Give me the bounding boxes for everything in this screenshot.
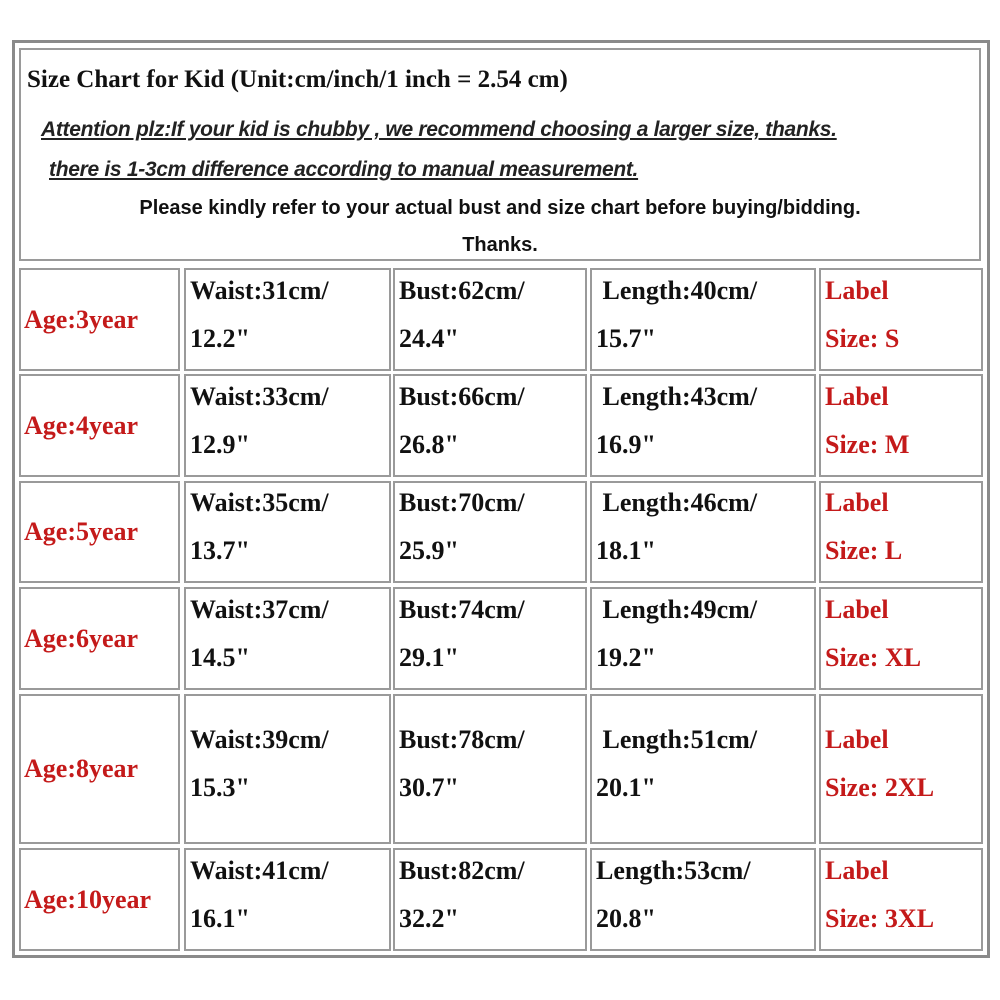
bust-cell: Bust:78cm/30.7" [393, 694, 587, 844]
size-text: Size: L [825, 536, 903, 565]
length-inch: 19.2" [596, 642, 656, 672]
size-chart-table: Size Chart for Kid (Unit:cm/inch/1 inch … [12, 40, 990, 958]
waist-inch: 14.5" [190, 642, 250, 672]
age-text: Age:6year [24, 623, 139, 653]
table-row: Age:6year Waist:37cm/14.5" Bust:74cm/29.1"… [19, 587, 983, 690]
age-text: Age:4year [24, 410, 139, 440]
length-cell: Length:43cm/16.9" [590, 374, 816, 477]
label-size-cell: Label Size: XL [819, 587, 983, 690]
size-text: Size: M [825, 429, 910, 459]
length-cm: Length:46cm/ [596, 488, 758, 517]
length-cell: Length:46cm/18.1" [590, 481, 816, 583]
label-size-cell: Label Size: 3XL [819, 848, 983, 951]
bust-cell: Bust:66cm/26.8" [393, 374, 587, 477]
waist-cm: Waist:31cm/ [190, 275, 329, 305]
label-size-cell: Label Size: M [819, 374, 983, 477]
label-size-cell: Label Size: 2XL [819, 694, 983, 844]
bust-cm: Bust:78cm/ [399, 725, 525, 754]
bust-inch: 24.4" [399, 323, 459, 353]
waist-inch: 12.2" [190, 323, 250, 353]
bust-cm: Bust:74cm/ [399, 594, 525, 624]
note-line-1: Please kindly refer to your actual bust … [139, 197, 861, 219]
size-text: Size: S [825, 323, 900, 353]
waist-cm: Waist:33cm/ [190, 381, 329, 411]
waist-cell: Waist:39cm/15.3" [184, 694, 391, 844]
length-cm: Length:40cm/ [596, 275, 758, 305]
waist-cell: Waist:33cm/12.9" [184, 374, 391, 477]
bust-cm: Bust:82cm/ [399, 855, 525, 885]
size-text: Size: 2XL [825, 773, 935, 802]
bust-inch: 29.1" [399, 642, 459, 672]
bust-cell: Bust:82cm/32.2" [393, 848, 587, 951]
label-text: Label [825, 855, 889, 885]
length-inch: 18.1" [596, 536, 656, 565]
age-cell: Age:5year [19, 481, 180, 583]
waist-inch: 13.7" [190, 536, 250, 565]
bust-inch: 25.9" [399, 536, 459, 565]
label-text: Label [825, 594, 889, 624]
table-row: Age:8year Waist:39cm/15.3" Bust:78cm/30.7"… [19, 694, 983, 844]
length-cell: Length:51cm/20.1" [590, 694, 816, 844]
age-text: Age:10year [24, 884, 152, 914]
bust-inch: 26.8" [399, 429, 459, 459]
length-cell: Length:53cm/20.8" [590, 848, 816, 951]
bust-cm: Bust:70cm/ [399, 488, 525, 517]
waist-cm: Waist:37cm/ [190, 594, 329, 624]
length-inch: 20.1" [596, 773, 656, 802]
age-cell: Age:4year [19, 374, 180, 477]
table-row: Age:4year Waist:33cm/12.9" Bust:66cm/26.8"… [19, 374, 983, 477]
label-text: Label [825, 275, 889, 305]
age-cell: Age:10year [19, 848, 180, 951]
length-cell: Length:49cm/19.2" [590, 587, 816, 690]
label-text: Label [825, 488, 889, 517]
chart-title: Size Chart for Kid (Unit:cm/inch/1 inch … [27, 66, 568, 93]
bust-cell: Bust:62cm/24.4" [393, 268, 587, 371]
length-cm: Length:49cm/ [596, 594, 758, 624]
bust-inch: 30.7" [399, 773, 459, 802]
bust-cell: Bust:70cm/25.9" [393, 481, 587, 583]
length-cm: Length:43cm/ [596, 381, 758, 411]
age-text: Age:3year [24, 304, 139, 334]
waist-inch: 12.9" [190, 429, 250, 459]
attention-line-2: there is 1-3cm difference according to m… [49, 158, 639, 181]
label-text: Label [825, 725, 889, 754]
table-row: Age:5year Waist:35cm/13.7" Bust:70cm/25.9"… [19, 481, 983, 583]
chart-header: Size Chart for Kid (Unit:cm/inch/1 inch … [19, 48, 981, 261]
age-cell: Age:8year [19, 694, 180, 844]
waist-cm: Waist:35cm/ [190, 488, 329, 517]
size-text: Size: XL [825, 642, 922, 672]
length-inch: 15.7" [596, 323, 656, 353]
waist-cell: Waist:41cm/16.1" [184, 848, 391, 951]
age-cell: Age:6year [19, 587, 180, 690]
label-size-cell: Label Size: S [819, 268, 983, 371]
bust-cm: Bust:66cm/ [399, 381, 525, 411]
length-cell: Length:40cm/15.7" [590, 268, 816, 371]
label-size-cell: Label Size: L [819, 481, 983, 583]
waist-cell: Waist:37cm/14.5" [184, 587, 391, 690]
length-inch: 20.8" [596, 903, 656, 933]
age-text: Age:5year [24, 517, 139, 546]
length-cm: Length:53cm/ [596, 855, 751, 885]
bust-cell: Bust:74cm/29.1" [393, 587, 587, 690]
size-text: Size: 3XL [825, 903, 935, 933]
attention-line-1: Attention plz:If your kid is chubby , we… [41, 118, 837, 141]
age-cell: Age:3year [19, 268, 180, 371]
waist-inch: 15.3" [190, 773, 250, 802]
bust-inch: 32.2" [399, 903, 459, 933]
waist-cm: Waist:39cm/ [190, 725, 329, 754]
age-text: Age:8year [24, 754, 139, 783]
table-row: Age:10year Waist:41cm/16.1" Bust:82cm/32.2… [19, 848, 983, 951]
length-cm: Length:51cm/ [596, 725, 758, 754]
bust-cm: Bust:62cm/ [399, 275, 525, 305]
waist-cm: Waist:41cm/ [190, 855, 329, 885]
table-row: Age:3year Waist:31cm/12.2" Bust:62cm/24.4"… [19, 268, 983, 371]
label-text: Label [825, 381, 889, 411]
length-inch: 16.9" [596, 429, 656, 459]
note-line-2: Thanks. [462, 234, 538, 256]
waist-cell: Waist:35cm/13.7" [184, 481, 391, 583]
waist-cell: Waist:31cm/12.2" [184, 268, 391, 371]
waist-inch: 16.1" [190, 903, 250, 933]
